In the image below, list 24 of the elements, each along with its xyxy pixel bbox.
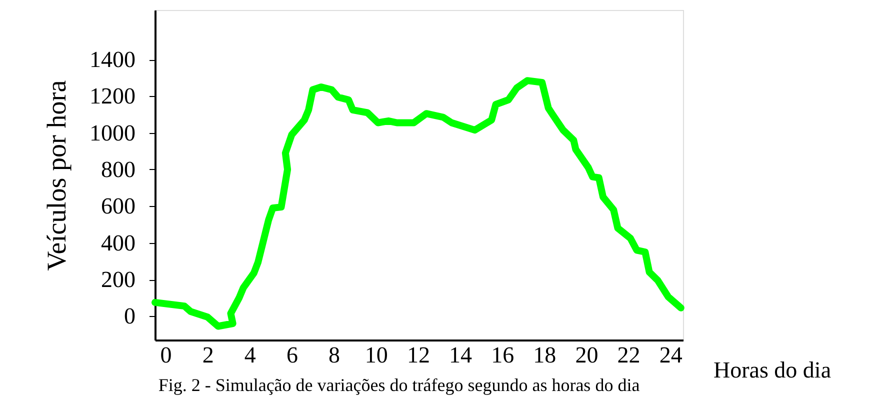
y-tick-label: 1400: [90, 47, 136, 72]
x-axis-title: Horas do dia: [714, 358, 832, 382]
x-tick-label: 18: [533, 342, 556, 368]
x-tick-label: 24: [659, 342, 683, 368]
x-tick-label: 12: [406, 342, 430, 368]
y-tick-label: 1000: [90, 120, 136, 146]
x-tick-label: 22: [617, 342, 640, 368]
x-tick-label: 4: [244, 342, 256, 368]
y-tick-label: 0: [124, 304, 136, 329]
x-tick-label: 2: [202, 342, 214, 368]
x-tick-label: 10: [364, 342, 388, 368]
x-tick-label: 0: [160, 342, 172, 368]
x-tick-label: 16: [491, 342, 514, 368]
x-tick-label: 20: [575, 342, 598, 368]
y-tick-label: 200: [101, 267, 136, 292]
caption: Fig. 2 - Simulação de variações do tráfego segundo as horas do dia: [158, 375, 640, 395]
y-axis-title: Veículos por hora: [42, 80, 72, 271]
x-tick-label: 6: [286, 342, 298, 368]
y-tick-label: 1200: [90, 84, 136, 109]
y-tick-label: 400: [101, 230, 136, 256]
x-tick-label: 14: [449, 342, 473, 368]
y-tick-label: 600: [101, 194, 136, 219]
x-tick-label: 8: [328, 342, 340, 368]
y-tick-label: 800: [101, 157, 136, 182]
